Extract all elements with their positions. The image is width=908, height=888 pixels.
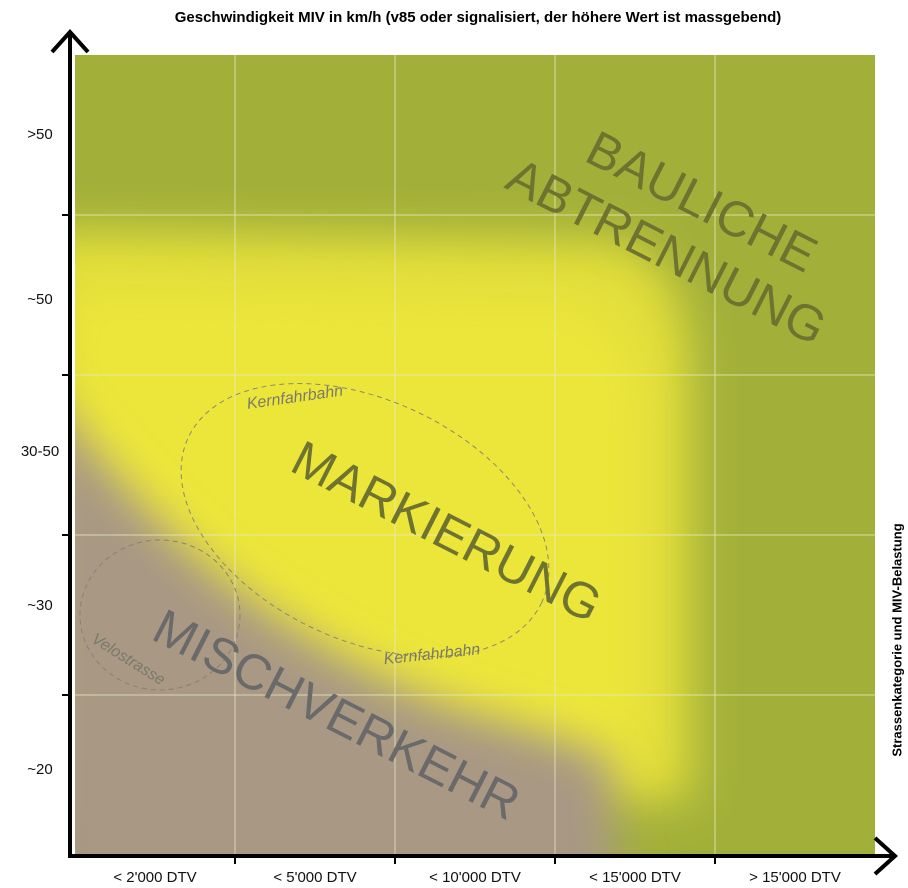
x-label: < 15'000 DTV xyxy=(589,869,681,886)
title: Geschwindigkeit MIV in km/h (v85 oder si… xyxy=(175,9,782,26)
ticks xyxy=(62,214,716,864)
y-label: ~30 xyxy=(27,597,52,614)
x-label: < 2'000 DTV xyxy=(113,869,196,886)
velostrasse-ellipse xyxy=(79,539,241,691)
x-label: > 15'000 DTV xyxy=(749,869,841,886)
axes xyxy=(50,29,898,876)
y-label: ~20 xyxy=(27,761,52,778)
plot-background xyxy=(75,55,875,855)
x-label: < 5'000 DTV xyxy=(273,869,356,886)
y-label: ~50 xyxy=(27,291,52,308)
grid xyxy=(75,55,875,855)
side-label: Strassenkategorie und MIV-Belastung xyxy=(889,523,904,756)
kernfahrbahn-ellipse xyxy=(180,383,550,657)
y-label: >50 xyxy=(27,126,52,143)
y-label: 30-50 xyxy=(21,443,59,460)
x-label: < 10'000 DTV xyxy=(429,869,521,886)
